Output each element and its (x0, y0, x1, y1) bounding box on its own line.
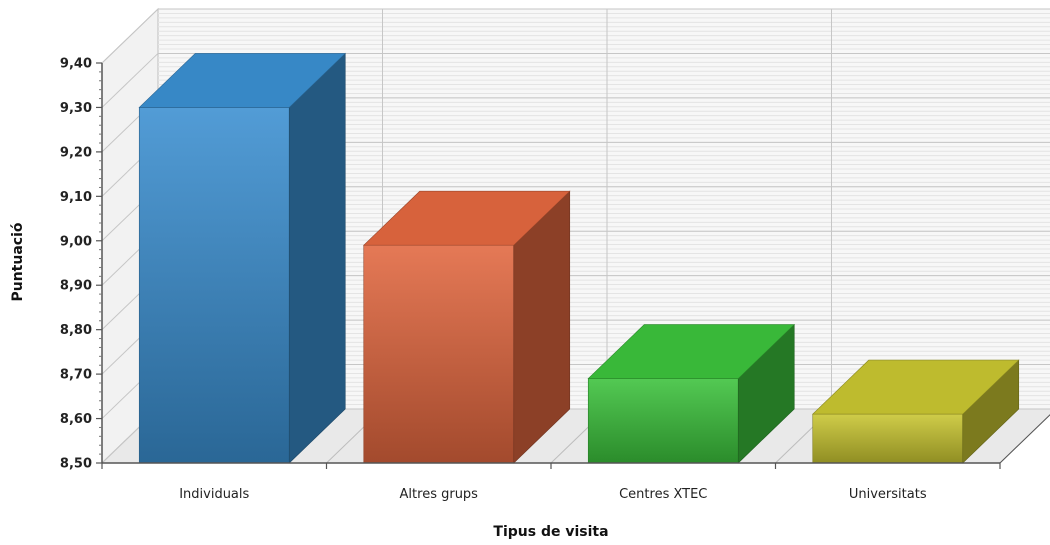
bar-front (587, 378, 739, 464)
y-tick-label: 9,30 (60, 101, 92, 116)
bar-centres-xtec (587, 323, 795, 464)
category-labels: Individuals Altres grups Centres XTEC Unive… (179, 487, 927, 502)
major-grid-line-side (101, 53, 159, 108)
bar-front (363, 244, 515, 464)
y-tick-label: 9,40 (60, 57, 92, 72)
y-tick-label: 8,60 (60, 412, 92, 427)
y-axis-title: Puntuació (10, 222, 26, 301)
category-label: Altres grups (400, 487, 479, 502)
bar-front (812, 413, 964, 464)
major-grid-line-side (101, 8, 159, 64)
bar-top (812, 359, 1020, 415)
bar-top (587, 324, 795, 379)
bar-universitats (812, 359, 1020, 464)
y-tick-label: 8,80 (60, 323, 92, 338)
y-axis (96, 62, 1050, 469)
bar-individuals (138, 52, 346, 464)
y-tick-label: 8,70 (60, 368, 92, 383)
bar-altres-grups (363, 190, 571, 464)
y-tick-label: 8,90 (60, 279, 92, 294)
y-tick-label: 8,50 (60, 457, 92, 472)
bar-top (138, 53, 346, 108)
bar-front (138, 107, 290, 464)
category-label: Centres XTEC (619, 487, 707, 502)
category-label: Universitats (849, 487, 927, 502)
floor-edge (999, 414, 1050, 464)
x-axis-title: Tipus de visita (493, 524, 608, 540)
y-tick-label: 9,20 (60, 145, 92, 160)
y-tick-label: 9,10 (60, 190, 92, 205)
category-label: Individuals (179, 487, 249, 502)
bar-top (363, 190, 571, 246)
y-tick-label: 9,00 (60, 234, 92, 249)
bar-side (288, 52, 346, 464)
y-tick-labels: 8,50 8,60 8,70 8,80 8,90 9,00 9,10 9,20 9,30 9,40 (60, 57, 92, 472)
